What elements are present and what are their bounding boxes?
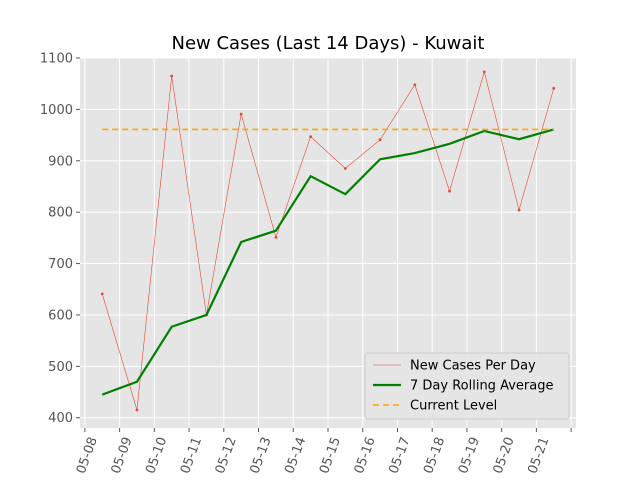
x-tick-label: 05-20 [491, 435, 518, 476]
data-point [517, 208, 521, 212]
legend-box [364, 352, 570, 420]
series-layer [100, 70, 556, 412]
x-tick-label: 05-13 [248, 435, 275, 476]
x-tick-label: 05-10 [143, 435, 170, 476]
x-tick-label: 05-17 [386, 435, 413, 476]
data-point [413, 83, 417, 87]
data-point [378, 138, 382, 142]
x-tick-label: 05-08 [74, 435, 101, 476]
y-tick-label: 700 [48, 257, 73, 272]
data-point [309, 135, 313, 139]
y-tick-label: 1000 [40, 103, 73, 118]
data-point [100, 292, 104, 296]
legend-label: 7 Day Rolling Average [410, 379, 553, 394]
x-tick-label: 05-09 [109, 435, 136, 476]
data-point [170, 74, 174, 78]
data-point [482, 70, 486, 74]
y-tick-label: 800 [48, 206, 73, 221]
x-tick-label: 05-16 [352, 435, 379, 476]
y-tick-label: 1100 [40, 52, 73, 67]
x-tick-label: 05-12 [213, 435, 240, 476]
series-line-1 [101, 128, 555, 396]
legend-label: Current Level [410, 399, 497, 414]
data-point [552, 86, 556, 90]
y-tick-label: 900 [48, 154, 73, 169]
y-tick-label: 400 [48, 411, 73, 426]
data-point [448, 189, 451, 193]
x-tick-label: 05-21 [525, 435, 552, 476]
legend: New Cases Per Day 7 Day Rolling Average Cu… [364, 352, 570, 420]
y-tick-label: 500 [48, 360, 73, 375]
x-tick-label: 05-11 [178, 435, 205, 476]
data-point [343, 167, 347, 170]
x-tick-label: 05-18 [421, 435, 448, 476]
x-tick-label: 05-19 [456, 435, 483, 476]
chart-title: New Cases (Last 14 Days) - Kuwait [171, 33, 484, 54]
y-tick-label: 600 [48, 308, 73, 323]
series-line-0 [101, 70, 555, 411]
data-point [135, 408, 139, 412]
data-point [274, 235, 278, 239]
x-tick-label: 05-14 [282, 435, 309, 476]
data-point [239, 112, 243, 116]
legend-label: New Cases Per Day [410, 359, 536, 374]
x-tick-label: 05-15 [317, 435, 344, 476]
